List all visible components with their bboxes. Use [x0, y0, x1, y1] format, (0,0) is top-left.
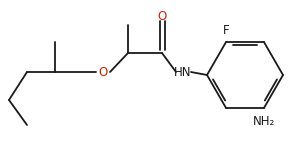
Text: O: O — [157, 10, 167, 22]
Text: F: F — [223, 24, 229, 37]
Text: NH₂: NH₂ — [253, 115, 275, 128]
Text: HN: HN — [174, 65, 192, 78]
Text: O: O — [98, 65, 108, 78]
